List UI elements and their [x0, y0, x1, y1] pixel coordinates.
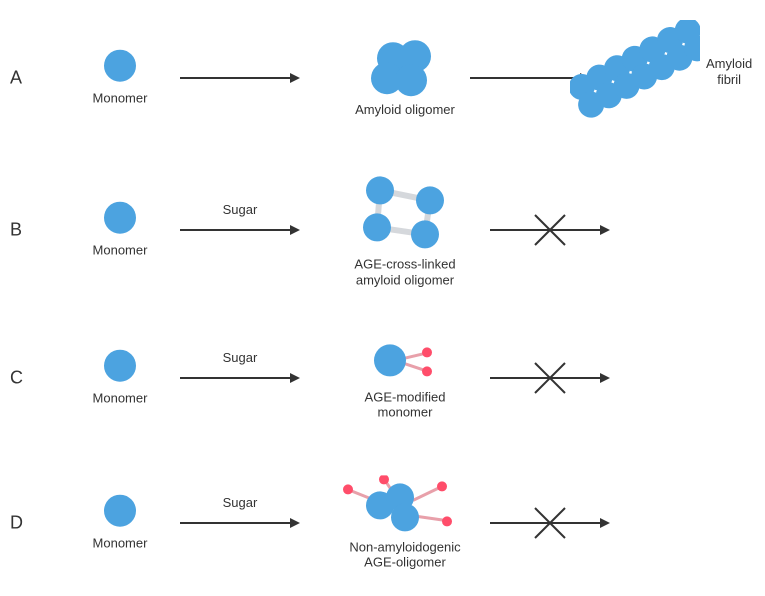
- row-label-a: A: [10, 67, 22, 88]
- age-monomer-label: AGE-modified monomer: [320, 389, 490, 420]
- row-label-c: C: [10, 367, 23, 388]
- monomer-label: Monomer: [70, 390, 170, 406]
- row-label-d: D: [10, 512, 23, 533]
- arrow-d2: [490, 503, 610, 543]
- age-oligomer-group: Non-amyloidogenic AGE-oligomer: [320, 475, 490, 570]
- amyloid-oligomer-icon: [365, 38, 445, 98]
- arrow-c1: Sugar: [180, 368, 300, 388]
- fibril-group: Amyloid fibril: [570, 20, 760, 120]
- row-label-b: B: [10, 220, 22, 241]
- age-monomer-group: AGE-modified monomer: [320, 335, 490, 420]
- row-c: C Monomer Sugar AGE-modified monomer: [0, 305, 765, 450]
- crosslinked-label: AGE-cross-linked amyloid oligomer: [320, 256, 490, 287]
- fibril-label: Amyloid fibril: [706, 56, 752, 87]
- sugar-label: Sugar: [180, 495, 300, 510]
- sugar-label: Sugar: [180, 350, 300, 365]
- monomer-circle: [104, 494, 136, 526]
- monomer-label: Monomer: [70, 90, 170, 106]
- monomer-label: Monomer: [70, 535, 170, 551]
- monomer-group-c: Monomer: [70, 349, 170, 406]
- sugar-label: Sugar: [180, 202, 300, 217]
- non-amyloidogenic-oligomer-icon: [335, 475, 475, 535]
- monomer-group-b: Monomer: [70, 202, 170, 259]
- crosslinked-group: AGE-cross-linked amyloid oligomer: [320, 172, 490, 287]
- arrow-c2: [490, 358, 610, 398]
- arrow-d1: Sugar: [180, 513, 300, 533]
- arrow-a1: [180, 68, 300, 88]
- monomer-circle: [104, 202, 136, 234]
- arrow-b2: [490, 210, 610, 250]
- monomer-circle: [104, 349, 136, 381]
- oligomer-label: Amyloid oligomer: [320, 102, 490, 118]
- monomer-label: Monomer: [70, 243, 170, 259]
- age-modified-monomer-icon: [360, 335, 450, 385]
- arrow-b1: Sugar: [180, 220, 300, 240]
- oligomer-group-a: Amyloid oligomer: [320, 38, 490, 118]
- age-crosslinked-icon: [355, 172, 455, 252]
- monomer-circle: [104, 49, 136, 81]
- row-d: D Monomer Sugar Non-amyloidogenic AGE-ol…: [0, 450, 765, 595]
- age-oligomer-label: Non-amyloidogenic AGE-oligomer: [320, 539, 490, 570]
- row-b: B Monomer Sugar AGE-cross-linked amyloid…: [0, 155, 765, 305]
- amyloid-fibril-icon: [570, 20, 700, 120]
- monomer-group-a: Monomer: [70, 49, 170, 106]
- monomer-group-d: Monomer: [70, 494, 170, 551]
- row-a: A Monomer Amyloid oligomer Amyloid fibri…: [0, 0, 765, 155]
